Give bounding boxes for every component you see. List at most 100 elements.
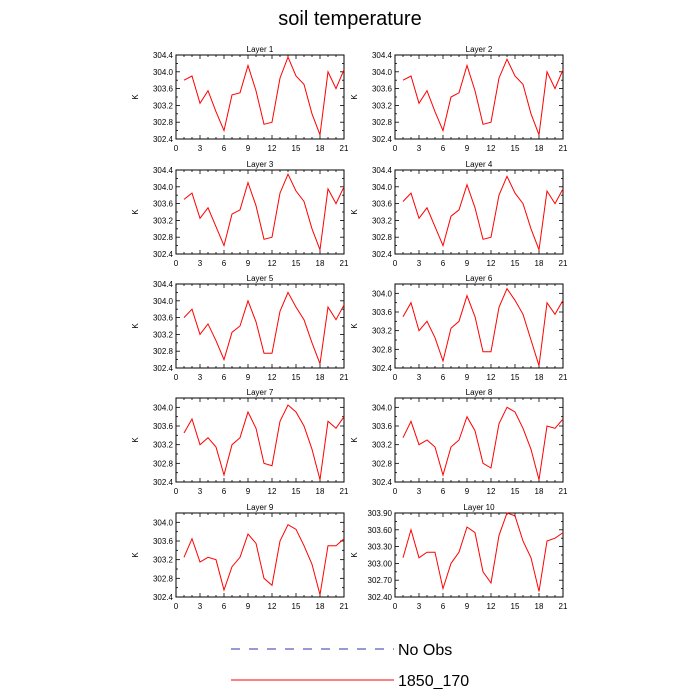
y-axis-label: K: [350, 552, 359, 558]
x-tick-label: 6: [441, 259, 446, 268]
y-tick-label: 304.4: [153, 166, 174, 175]
x-tick-label: 0: [393, 487, 398, 496]
x-tick-label: 18: [316, 602, 325, 611]
series-line: [183, 404, 345, 480]
x-tick-label: 9: [246, 259, 251, 268]
x-tick-label: 9: [465, 259, 470, 268]
x-tick-label: 18: [316, 373, 325, 382]
x-tick-label: 3: [417, 259, 422, 268]
x-tick-label: 18: [535, 487, 544, 496]
x-tick-label: 18: [535, 602, 544, 611]
y-tick-label: 304.4: [153, 280, 174, 289]
y-tick-label: 302.4: [153, 250, 174, 259]
plot-frame: [175, 512, 345, 598]
y-tick-label: 302.8: [372, 118, 393, 127]
x-tick-label: 3: [198, 373, 203, 382]
x-tick-label: 3: [417, 487, 422, 496]
panel-layer-9: Layer 9 0 3 6 9 12 15 18 21 302.4 302.8 303.2 303.6 3…: [131, 503, 349, 611]
x-tick-label: 3: [198, 144, 203, 153]
panel-title: Layer 1: [247, 45, 274, 54]
plot-frame: [175, 397, 345, 483]
y-tick-label: 302.70: [368, 576, 393, 585]
y-tick-label: 302.8: [153, 574, 174, 583]
x-tick-label: 6: [222, 373, 227, 382]
y-tick-label: 303.6: [372, 85, 393, 94]
legend-label: 1850_170: [398, 673, 469, 690]
y-tick-label: 303.30: [368, 543, 393, 552]
x-tick-label: 21: [340, 373, 349, 382]
legend-item: No Obs: [231, 642, 452, 659]
x-tick-label: 12: [487, 259, 496, 268]
y-tick-label: 303.6: [372, 422, 393, 431]
x-tick-label: 0: [174, 487, 179, 496]
x-tick-label: 9: [465, 487, 470, 496]
x-tick-label: 21: [559, 373, 568, 382]
panel-title: Layer 9: [247, 503, 274, 512]
x-tick-label: 3: [417, 373, 422, 382]
y-tick-label: 304.0: [153, 297, 174, 306]
x-tick-label: 15: [292, 373, 301, 382]
x-tick-label: 9: [465, 373, 470, 382]
legend: No Obs 1850_170: [231, 642, 469, 690]
x-tick-label: 12: [268, 144, 277, 153]
panel-layer-6: Layer 6 0 3 6 9 12 15 18 21 302.4 302.8 303.2 303.6 3…: [350, 274, 568, 382]
chart-title: soil temperature: [278, 8, 422, 30]
y-axis-label: K: [131, 552, 140, 558]
y-axis-label: K: [131, 209, 140, 215]
x-tick-label: 12: [268, 487, 277, 496]
x-tick-label: 9: [246, 144, 251, 153]
y-tick-label: 302.8: [153, 118, 174, 127]
plot-frame: [394, 283, 564, 369]
x-tick-label: 15: [292, 487, 301, 496]
x-tick-label: 18: [535, 373, 544, 382]
panel-title: Layer 2: [466, 45, 493, 54]
x-tick-label: 21: [559, 487, 568, 496]
y-tick-label: 302.4: [153, 478, 174, 487]
panel-title: Layer 10: [463, 503, 495, 512]
series-line: [183, 55, 345, 135]
x-tick-label: 18: [316, 259, 325, 268]
series-line: [402, 406, 564, 480]
y-tick-label: 302.8: [153, 459, 174, 468]
panel-layer-7: Layer 7 0 3 6 9 12 15 18 21 302.4 302.8 303.2 303.6 3…: [131, 388, 349, 496]
series-line: [183, 172, 345, 250]
y-tick-label: 303.6: [153, 200, 174, 209]
x-tick-label: 0: [393, 144, 398, 153]
x-tick-label: 18: [316, 487, 325, 496]
x-tick-label: 3: [198, 259, 203, 268]
x-tick-label: 15: [511, 144, 520, 153]
x-tick-label: 0: [393, 373, 398, 382]
y-axis-label: K: [350, 437, 359, 443]
series-line: [402, 175, 564, 250]
x-tick-label: 0: [174, 259, 179, 268]
y-tick-label: 304.0: [372, 183, 393, 192]
y-tick-label: 302.8: [372, 233, 393, 242]
x-tick-label: 6: [441, 144, 446, 153]
y-tick-label: 304.0: [372, 68, 393, 77]
y-tick-label: 302.4: [153, 364, 174, 373]
y-tick-label: 302.4: [372, 478, 393, 487]
x-tick-label: 21: [559, 602, 568, 611]
x-tick-label: 6: [222, 144, 227, 153]
panels-group: Layer 10 3 6 9 12 15 18 21302.4302.8303.2303.63…: [131, 45, 568, 611]
y-tick-label: 303.2: [372, 441, 393, 450]
y-tick-label: 302.4: [372, 364, 393, 373]
panel-layer-1: Layer 1 0 3 6 9 12 15 18 21 302.4 302.8 303.2 303.6 3…: [131, 45, 349, 153]
x-tick-label: 12: [487, 487, 496, 496]
panel-title: Layer 4: [466, 160, 493, 169]
x-tick-label: 3: [198, 602, 203, 611]
plot-frame: [175, 54, 345, 140]
x-tick-label: 21: [340, 602, 349, 611]
y-tick-label: 304.0: [153, 183, 174, 192]
panel-layer-10: Layer 10 0 3 6 9 12 15 18 21 302.40 302.70 303.00 30…: [350, 503, 568, 611]
y-tick-label: 303.00: [368, 559, 393, 568]
x-tick-label: 0: [393, 259, 398, 268]
y-axis-label: K: [350, 94, 359, 100]
y-axis-label: K: [131, 437, 140, 443]
x-tick-label: 12: [268, 602, 277, 611]
series-line: [183, 524, 345, 595]
y-tick-label: 303.2: [153, 216, 174, 225]
y-tick-label: 304.4: [372, 166, 393, 175]
y-tick-label: 302.4: [153, 135, 174, 144]
y-tick-label: 302.4: [153, 593, 174, 602]
